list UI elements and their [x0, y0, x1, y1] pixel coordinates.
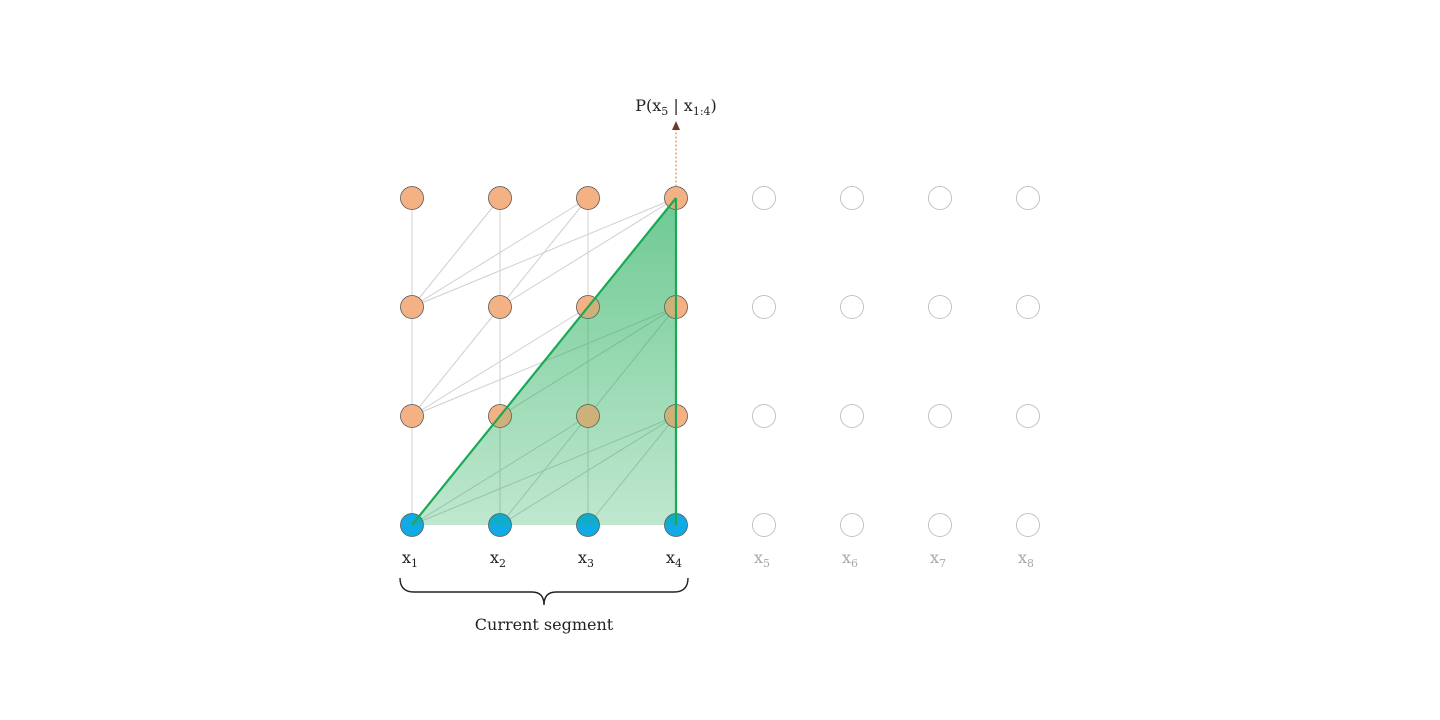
- hidden-node: [576, 186, 600, 210]
- attention-edge: [411, 197, 589, 308]
- hidden-node: [1016, 295, 1040, 319]
- input-node: [1016, 513, 1040, 537]
- attention-edge: [411, 306, 589, 417]
- probability-label: P(x5 | x1:4): [635, 96, 717, 118]
- segment-brace: [399, 577, 689, 606]
- hidden-node: [928, 295, 952, 319]
- hidden-node: [752, 186, 776, 210]
- segment-brace-path: [399, 577, 689, 606]
- node-grid: [400, 186, 1040, 537]
- hidden-node: [928, 186, 952, 210]
- hidden-node: [752, 295, 776, 319]
- hidden-node: [400, 186, 424, 210]
- hidden-node: [752, 404, 776, 428]
- attention-edge: [411, 306, 501, 417]
- input-node: [488, 513, 512, 537]
- token-label: x7: [930, 548, 946, 570]
- hidden-node: [400, 295, 424, 319]
- hidden-node: [1016, 404, 1040, 428]
- token-label: x4: [666, 548, 682, 570]
- prediction-arrow-head: [672, 121, 680, 130]
- input-node: [576, 513, 600, 537]
- attention-edge: [499, 197, 677, 308]
- token-label: x3: [578, 548, 594, 570]
- segment-label: Current segment: [475, 615, 614, 634]
- input-node: [752, 513, 776, 537]
- token-label: x8: [1018, 548, 1034, 570]
- hidden-node: [840, 186, 864, 210]
- hidden-node: [576, 404, 600, 428]
- hidden-node: [488, 295, 512, 319]
- hidden-node: [928, 404, 952, 428]
- token-label: x2: [490, 548, 506, 570]
- hidden-node: [1016, 186, 1040, 210]
- prediction-arrow: [672, 121, 680, 187]
- receptive-field-diagonal: [411, 197, 677, 526]
- input-node: [840, 513, 864, 537]
- hidden-node: [840, 295, 864, 319]
- hidden-node: [840, 404, 864, 428]
- attention-edge: [411, 197, 501, 308]
- token-labels: x1 x2 x3 x4 x5 x6 x7 x8: [402, 548, 1034, 570]
- token-label: x5: [754, 548, 770, 570]
- hidden-node: [400, 404, 424, 428]
- token-label: x6: [842, 548, 858, 570]
- hidden-node: [488, 186, 512, 210]
- input-node: [928, 513, 952, 537]
- token-label: x1: [402, 548, 418, 570]
- attention-edge: [411, 197, 677, 308]
